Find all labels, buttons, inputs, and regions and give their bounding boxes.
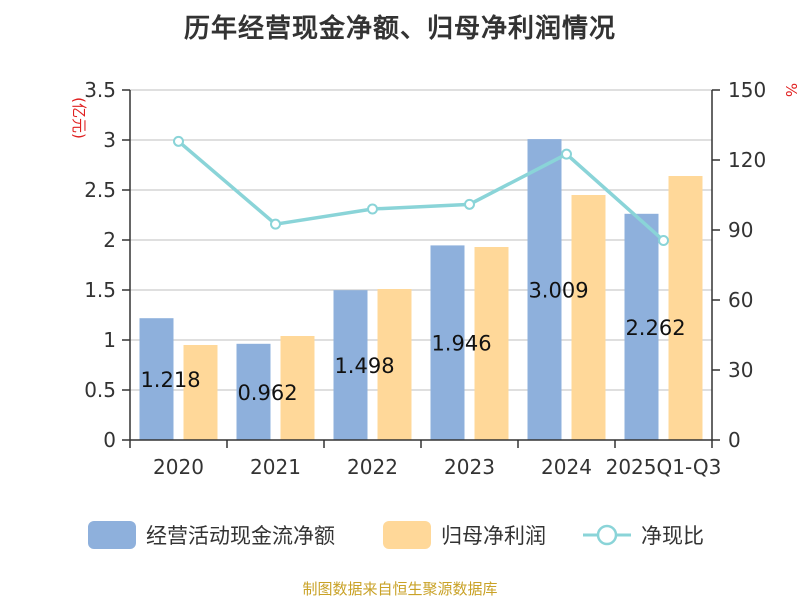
net-profit-bar bbox=[668, 176, 703, 440]
ratio-line-path bbox=[177, 140, 665, 242]
ratio-point bbox=[561, 148, 572, 160]
cashflow-bar bbox=[430, 245, 465, 440]
net-profit-bar bbox=[377, 289, 412, 440]
x-tick-label: 2020 bbox=[153, 455, 204, 479]
ratio-point bbox=[173, 135, 184, 147]
cashflow-data-label: 1.946 bbox=[431, 332, 491, 356]
gridlines bbox=[130, 89, 712, 391]
cashflow-data-label: 0.962 bbox=[237, 381, 297, 405]
chart-title: 历年经营现金净额、归母净利润情况 bbox=[183, 14, 616, 44]
left-tick-label: 1.5 bbox=[84, 278, 116, 302]
net-profit-bar bbox=[183, 345, 218, 440]
cashflow-data-label: 1.218 bbox=[140, 368, 200, 392]
left-tick-label: 2 bbox=[103, 228, 116, 252]
cashflow-bar bbox=[236, 343, 271, 440]
cashflow-data-label: 2.262 bbox=[625, 316, 685, 340]
legend-swatch bbox=[88, 521, 136, 549]
left-tick-label: 0.5 bbox=[84, 378, 116, 402]
left-tick-label: 1 bbox=[103, 328, 116, 352]
ratio-line bbox=[173, 135, 669, 246]
x-tick-label: 2022 bbox=[347, 455, 398, 479]
legend-label: 经营活动现金流净额 bbox=[146, 524, 335, 548]
bars bbox=[139, 139, 703, 440]
right-tick-label: 120 bbox=[728, 148, 766, 172]
ratio-point bbox=[464, 198, 475, 210]
left-axis-unit: (亿元) bbox=[70, 97, 88, 139]
axes: 0 0.5 1 1.5 2 2.5 3 3.5 0 30 60 90 120 150 (亿元)% 2020 20… bbox=[70, 78, 800, 479]
legend-label: 归母净利润 bbox=[441, 524, 546, 548]
data-labels: 1.218 0.962 1.498 1.946 3.009 2.262 bbox=[140, 279, 685, 405]
left-tick-label: 3.5 bbox=[84, 78, 116, 102]
x-tick-label: 2023 bbox=[444, 455, 495, 479]
net-profit-bar bbox=[474, 247, 509, 440]
left-tick-label: 2.5 bbox=[84, 178, 116, 202]
data-source-note: 制图数据来自恒生聚源数据库 bbox=[302, 580, 498, 598]
legend-marker bbox=[596, 524, 618, 546]
legend: 经营活动现金流净额 归母净利润 净现比 bbox=[88, 521, 704, 549]
right-tick-label: 30 bbox=[728, 358, 753, 382]
x-tick-label: 2021 bbox=[250, 455, 301, 479]
cashflow-bar bbox=[624, 213, 659, 440]
right-axis-unit: % bbox=[782, 83, 800, 97]
net-profit-bar bbox=[571, 195, 606, 440]
right-tick-label: 60 bbox=[728, 288, 753, 312]
x-tick-label: 2025Q1-Q3 bbox=[606, 455, 722, 479]
ratio-point bbox=[367, 203, 378, 215]
left-tick-label: 0 bbox=[103, 428, 116, 452]
cashflow-bar bbox=[139, 318, 174, 440]
cashflow-bar bbox=[333, 290, 368, 440]
right-tick-label: 150 bbox=[728, 78, 766, 102]
right-tick-label: 0 bbox=[728, 428, 741, 452]
right-tick-label: 90 bbox=[728, 218, 753, 242]
ratio-point bbox=[658, 235, 669, 246]
net-profit-bar bbox=[280, 336, 315, 440]
legend-label: 净现比 bbox=[641, 524, 704, 548]
left-tick-label: 3 bbox=[103, 128, 116, 152]
ratio-point bbox=[270, 218, 281, 230]
x-tick-label: 2024 bbox=[541, 455, 592, 479]
cashflow-bar bbox=[527, 139, 562, 440]
legend-swatch bbox=[383, 521, 431, 549]
cashflow-data-label: 1.498 bbox=[334, 354, 394, 378]
cashflow-data-label: 3.009 bbox=[528, 279, 588, 303]
